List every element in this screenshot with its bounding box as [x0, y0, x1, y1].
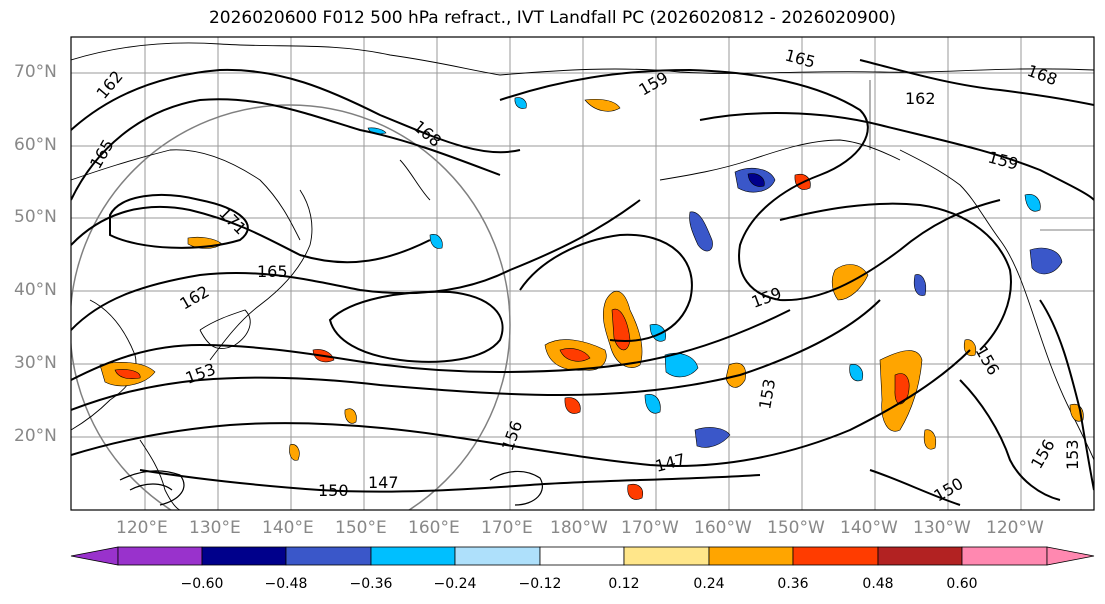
lat-label: 70°N: [14, 62, 57, 82]
lat-label: 50°N: [14, 207, 57, 227]
colorbar-tick: −0.60: [180, 576, 224, 592]
plot-title: 2026020600 F012 500 hPa refract., IVT La…: [208, 8, 896, 28]
map-frame: [70, 36, 1095, 511]
lon-label: 160°W: [694, 518, 752, 538]
colorbar-high-extend: [1046, 546, 1095, 566]
lon-label: 140°E: [262, 518, 314, 538]
lat-label: 40°N: [14, 280, 57, 300]
lon-label: 180°W: [550, 518, 608, 538]
contour-label: 162: [905, 89, 936, 108]
lon-label: 120°E: [116, 518, 168, 538]
lat-label: 60°N: [14, 135, 57, 155]
lon-label: 130°E: [189, 518, 241, 538]
lon-label: 170°E: [481, 518, 533, 538]
lon-label: 150°E: [335, 518, 387, 538]
lat-label: 30°N: [14, 353, 57, 373]
gridlines: [71, 37, 1094, 510]
colorbar-tick: 0.36: [777, 576, 809, 592]
thin-contours: [119, 470, 543, 506]
colorbar-tick: −0.48: [264, 576, 308, 592]
colorbar-tick: −0.12: [518, 576, 562, 592]
contour-label: 147: [368, 473, 399, 492]
colorbar-tick: 0.60: [946, 576, 978, 592]
colorbar-tick: −0.24: [433, 576, 477, 592]
lon-label: 150°W: [767, 518, 825, 538]
contour-label: 153: [1063, 439, 1082, 470]
colorbar-tick: 0.48: [862, 576, 894, 592]
colorbar-tick: 0.12: [608, 576, 640, 592]
lon-label: 130°W: [913, 518, 971, 538]
lon-label: 120°W: [986, 518, 1044, 538]
lon-label: 170°W: [621, 518, 679, 538]
lon-label: 140°W: [840, 518, 898, 538]
colorbar: [70, 546, 1095, 566]
contour-label: 165: [257, 262, 288, 281]
colorbar-low-extend: [70, 546, 119, 566]
range-circle: [71, 104, 511, 510]
colorbar-tick: −0.36: [349, 576, 393, 592]
contours: [71, 59, 1094, 506]
lon-label: 160°E: [408, 518, 460, 538]
colorbar-tick: 0.24: [693, 576, 725, 592]
lat-label: 20°N: [14, 426, 57, 446]
contour-label: 150: [318, 481, 349, 500]
